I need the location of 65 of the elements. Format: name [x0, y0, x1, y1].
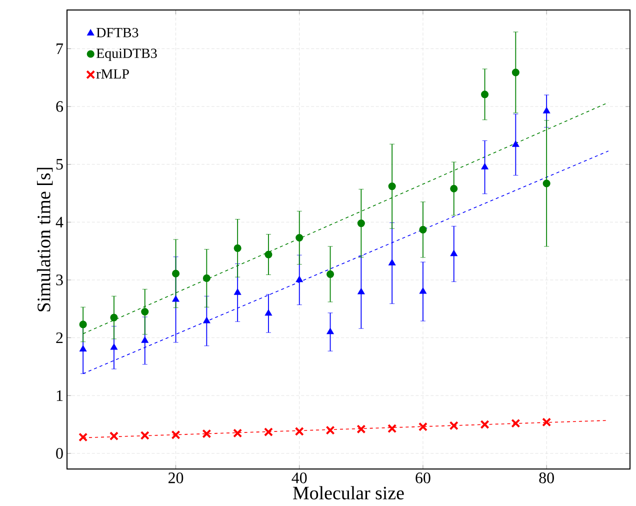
point — [450, 250, 458, 256]
point — [512, 68, 520, 76]
point — [172, 296, 180, 302]
point — [326, 270, 334, 278]
point — [264, 250, 272, 258]
point — [449, 421, 458, 430]
point — [356, 424, 366, 434]
point — [203, 317, 210, 324]
point — [480, 90, 489, 98]
point — [202, 429, 212, 438]
point — [110, 344, 118, 350]
y-tick-label: 4 — [56, 216, 64, 228]
point — [418, 422, 428, 432]
point — [542, 418, 552, 427]
point — [450, 184, 458, 192]
point — [234, 288, 241, 295]
point — [140, 430, 150, 440]
y-tick-label: 3 — [56, 274, 63, 286]
point — [296, 276, 303, 282]
point — [110, 314, 118, 322]
x-axis-title: Molecular size — [293, 486, 404, 500]
point — [388, 424, 397, 434]
point — [109, 432, 118, 441]
point — [420, 288, 426, 294]
point — [294, 426, 304, 436]
y-tick-label: 6 — [56, 101, 64, 112]
point — [419, 226, 427, 234]
point — [358, 288, 365, 294]
point — [357, 220, 365, 228]
point — [388, 182, 396, 190]
point — [142, 336, 148, 343]
legend-label: EquiDTB3 — [96, 48, 157, 61]
point — [512, 140, 520, 147]
point — [326, 426, 335, 435]
point — [80, 346, 86, 352]
point — [480, 420, 490, 429]
point — [511, 418, 520, 428]
point — [171, 430, 180, 440]
point — [264, 427, 273, 437]
point — [265, 310, 272, 316]
y-tick-label: 7 — [56, 44, 64, 54]
point — [78, 432, 88, 442]
y-tick-label: 2 — [56, 332, 63, 344]
point — [296, 234, 304, 242]
x-tick-label: 20 — [168, 472, 184, 484]
point — [481, 163, 488, 170]
point — [388, 259, 396, 266]
point — [172, 270, 180, 278]
point — [202, 274, 210, 282]
point — [543, 107, 550, 114]
point — [79, 320, 87, 328]
point — [141, 308, 149, 316]
y-axis-title: Simulation time [s] — [37, 168, 53, 312]
y-tick-label: 0 — [56, 448, 63, 459]
point — [542, 180, 550, 188]
point — [326, 328, 334, 334]
x-tick-label: 40 — [292, 472, 307, 484]
point — [234, 244, 242, 252]
x-tick-label: 80 — [539, 472, 554, 484]
legend-label: rMLP — [96, 69, 129, 78]
legend-label: DFTB3 — [96, 28, 138, 38]
y-tick-label: 5 — [56, 159, 63, 170]
y-tick-label: 1 — [56, 390, 63, 401]
point — [233, 428, 242, 438]
x-tick-label: 60 — [416, 472, 430, 484]
